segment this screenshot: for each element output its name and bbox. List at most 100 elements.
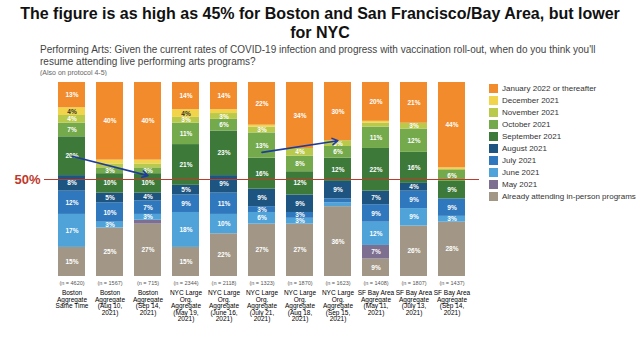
svg-text:6%: 6% [333,148,343,155]
svg-text:NYC LargeOrg.Aggregate(Aug 18,: NYC LargeOrg.Aggregate(Aug 18,2021) [284,289,317,323]
svg-text:27%: 27% [255,246,268,253]
svg-text:3%: 3% [181,116,191,123]
svg-text:21%: 21% [407,99,420,106]
svg-text:40%: 40% [103,117,116,124]
svg-text:22%: 22% [217,251,230,258]
svg-text:7%: 7% [67,126,77,133]
svg-text:6%: 6% [257,214,267,221]
svg-text:7%: 7% [143,204,153,211]
svg-text:12%: 12% [407,137,420,144]
svg-text:(n = 4620): (n = 4620) [59,280,84,286]
svg-text:BostonAggregate(Aug 10,2021): BostonAggregate(Aug 10,2021) [95,289,125,317]
svg-text:7%: 7% [371,248,381,255]
svg-text:3%: 3% [143,213,153,220]
svg-text:(n = 1323): (n = 1323) [249,280,274,286]
svg-text:27%: 27% [141,246,154,253]
svg-text:9%: 9% [333,186,343,193]
svg-text:17%: 17% [65,227,78,234]
svg-text:40%: 40% [141,117,154,124]
svg-text:9%: 9% [371,264,381,271]
svg-text:4%: 4% [181,110,191,117]
svg-text:50%: 50% [14,172,40,187]
svg-text:BostonAggregateSame Time: BostonAggregateSame Time [56,289,89,309]
svg-text:3%: 3% [219,113,229,120]
svg-text:27%: 27% [293,246,306,253]
svg-text:3%: 3% [447,215,457,222]
svg-text:(n = 1870): (n = 1870) [287,280,312,286]
svg-text:11%: 11% [218,200,231,207]
svg-text:3%: 3% [257,206,267,213]
svg-text:28%: 28% [445,245,458,252]
svg-text:21%: 21% [179,161,192,168]
svg-text:(n = 2344): (n = 2344) [173,280,198,286]
svg-text:4%: 4% [295,148,305,155]
svg-text:9%: 9% [409,213,419,220]
svg-text:20%: 20% [369,98,382,105]
svg-text:SF Bay AreaAggregate(Sep 14,20: SF Bay AreaAggregate(Sep 14,2021) [434,289,471,317]
svg-text:36%: 36% [331,238,344,245]
svg-text:12%: 12% [293,179,306,186]
svg-text:9%: 9% [447,186,457,193]
svg-text:(n = 1623): (n = 1623) [325,280,350,286]
svg-text:14%: 14% [217,92,230,99]
svg-text:9%: 9% [409,196,419,203]
svg-text:(n = 1567): (n = 1567) [97,280,122,286]
svg-text:NYC LargeOrg.Aggregate(June 16: NYC LargeOrg.Aggregate(June 16,2021) [208,289,241,323]
svg-text:SF Bay AreaAggregate(May 11,20: SF Bay AreaAggregate(May 11,2021) [358,289,395,317]
svg-text:4%: 4% [143,193,153,200]
svg-text:22%: 22% [255,100,268,107]
svg-text:NYC LargeOrg.Aggregate(Sep 15,: NYC LargeOrg.Aggregate(Sep 15,2021) [322,289,355,323]
svg-text:10%: 10% [103,179,116,186]
svg-text:NYC LargeOrg.Aggregate(July 21: NYC LargeOrg.Aggregate(July 21,2021) [246,289,279,323]
svg-text:22%: 22% [369,166,382,173]
svg-text:9%: 9% [295,200,305,207]
svg-text:6%: 6% [447,172,457,179]
svg-text:3%: 3% [105,221,115,228]
svg-text:6%: 6% [219,121,229,128]
svg-text:10%: 10% [141,179,154,186]
svg-text:9%: 9% [371,210,381,217]
svg-text:7%: 7% [371,194,381,201]
svg-text:34%: 34% [293,112,306,119]
svg-text:3%: 3% [409,122,419,129]
svg-text:23%: 23% [217,149,230,156]
svg-text:3%: 3% [105,167,115,174]
svg-text:SF Bay AreaAggregate(July 13,2: SF Bay AreaAggregate(July 13,2021) [396,289,433,317]
svg-text:11%: 11% [370,134,383,141]
svg-text:9%: 9% [219,180,229,187]
svg-text:15%: 15% [179,258,192,265]
svg-text:11%: 11% [180,130,193,137]
svg-text:10%: 10% [217,220,230,227]
svg-text:25%: 25% [103,248,116,255]
svg-text:8%: 8% [67,179,77,186]
svg-text:12%: 12% [65,199,78,206]
svg-text:4%: 4% [409,183,419,190]
svg-text:3%: 3% [295,211,305,218]
svg-text:8%: 8% [295,160,305,167]
svg-text:10%: 10% [103,209,116,216]
svg-text:(n = 1807): (n = 1807) [401,280,426,286]
svg-text:44%: 44% [445,121,458,128]
svg-text:9%: 9% [181,200,191,207]
svg-text:14%: 14% [179,92,192,99]
svg-text:(n = 1408): (n = 1408) [363,280,388,286]
svg-text:16%: 16% [255,170,268,177]
svg-text:18%: 18% [179,226,192,233]
svg-text:5%: 5% [181,186,191,193]
svg-text:30%: 30% [331,108,344,115]
svg-text:BostonAggregate(Sep 14,2021): BostonAggregate(Sep 14,2021) [133,289,163,317]
svg-text:NYC LargeOrg.Aggregate(May 19,: NYC LargeOrg.Aggregate(May 19,2021) [170,289,203,323]
svg-text:3%: 3% [257,126,267,133]
svg-text:13%: 13% [255,142,268,149]
svg-text:16%: 16% [407,164,420,171]
svg-text:26%: 26% [407,247,420,254]
svg-text:(n = 2118): (n = 2118) [212,280,237,286]
svg-text:12%: 12% [331,166,344,173]
svg-text:13%: 13% [65,91,78,98]
svg-text:4%: 4% [67,108,77,115]
svg-text:9%: 9% [257,194,267,201]
svg-text:15%: 15% [65,258,78,265]
svg-text:(n = 715): (n = 715) [137,280,159,286]
svg-text:4%: 4% [67,115,77,122]
svg-text:12%: 12% [369,230,382,237]
